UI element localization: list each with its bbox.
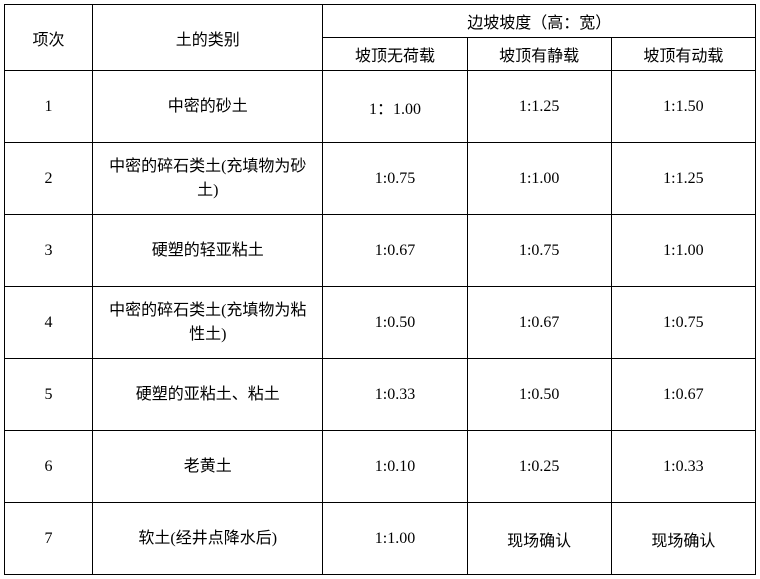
header-noload: 坡顶无荷载 bbox=[323, 38, 467, 71]
cell-dynamic: 1:0.67 bbox=[611, 359, 755, 431]
cell-type: 中密的碎石类土(充填物为粘性土) bbox=[93, 287, 323, 359]
cell-index: 1 bbox=[5, 71, 93, 143]
header-static: 坡顶有静载 bbox=[467, 38, 611, 71]
table-row: 1 中密的砂土 1：1.00 1:1.25 1:1.50 bbox=[5, 71, 756, 143]
cell-noload: 1:0.33 bbox=[323, 359, 467, 431]
header-index: 项次 bbox=[5, 5, 93, 71]
cell-static: 现场确认 bbox=[467, 503, 611, 575]
cell-type: 中密的碎石类土(充填物为砂土) bbox=[93, 143, 323, 215]
cell-static: 1:0.50 bbox=[467, 359, 611, 431]
cell-noload: 1:1.00 bbox=[323, 503, 467, 575]
cell-static: 1:1.25 bbox=[467, 71, 611, 143]
cell-index: 3 bbox=[5, 215, 93, 287]
cell-noload: 1:0.67 bbox=[323, 215, 467, 287]
cell-type: 硬塑的亚粘土、粘土 bbox=[93, 359, 323, 431]
cell-index: 6 bbox=[5, 431, 93, 503]
cell-dynamic: 1:0.75 bbox=[611, 287, 755, 359]
header-type: 土的类别 bbox=[93, 5, 323, 71]
cell-index: 5 bbox=[5, 359, 93, 431]
table-row: 3 硬塑的轻亚粘土 1:0.67 1:0.75 1:1.00 bbox=[5, 215, 756, 287]
cell-type: 中密的砂土 bbox=[93, 71, 323, 143]
cell-noload: 1:0.50 bbox=[323, 287, 467, 359]
cell-dynamic: 1:1.00 bbox=[611, 215, 755, 287]
cell-dynamic: 1:1.50 bbox=[611, 71, 755, 143]
table-row: 2 中密的碎石类土(充填物为砂土) 1:0.75 1:1.00 1:1.25 bbox=[5, 143, 756, 215]
cell-dynamic: 现场确认 bbox=[611, 503, 755, 575]
table-row: 5 硬塑的亚粘土、粘土 1:0.33 1:0.50 1:0.67 bbox=[5, 359, 756, 431]
cell-noload: 1:0.10 bbox=[323, 431, 467, 503]
cell-index: 7 bbox=[5, 503, 93, 575]
cell-type: 老黄土 bbox=[93, 431, 323, 503]
cell-noload: 1:0.75 bbox=[323, 143, 467, 215]
header-dynamic: 坡顶有动载 bbox=[611, 38, 755, 71]
cell-static: 1:0.67 bbox=[467, 287, 611, 359]
cell-type: 硬塑的轻亚粘土 bbox=[93, 215, 323, 287]
cell-noload: 1：1.00 bbox=[323, 71, 467, 143]
cell-static: 1:0.25 bbox=[467, 431, 611, 503]
cell-static: 1:1.00 bbox=[467, 143, 611, 215]
cell-index: 2 bbox=[5, 143, 93, 215]
table-row: 6 老黄土 1:0.10 1:0.25 1:0.33 bbox=[5, 431, 756, 503]
cell-index: 4 bbox=[5, 287, 93, 359]
cell-static: 1:0.75 bbox=[467, 215, 611, 287]
table-row: 7 软土(经井点降水后) 1:1.00 现场确认 现场确认 bbox=[5, 503, 756, 575]
cell-dynamic: 1:1.25 bbox=[611, 143, 755, 215]
slope-table: 项次 土的类别 边坡坡度（高：宽） 坡顶无荷载 坡顶有静载 坡顶有动载 1 中密… bbox=[4, 4, 756, 575]
header-slope-group: 边坡坡度（高：宽） bbox=[323, 5, 756, 38]
cell-dynamic: 1:0.33 bbox=[611, 431, 755, 503]
table-header-row: 项次 土的类别 边坡坡度（高：宽） bbox=[5, 5, 756, 38]
table-body: 1 中密的砂土 1：1.00 1:1.25 1:1.50 2 中密的碎石类土(充… bbox=[5, 71, 756, 575]
table-row: 4 中密的碎石类土(充填物为粘性土) 1:0.50 1:0.67 1:0.75 bbox=[5, 287, 756, 359]
cell-type: 软土(经井点降水后) bbox=[93, 503, 323, 575]
